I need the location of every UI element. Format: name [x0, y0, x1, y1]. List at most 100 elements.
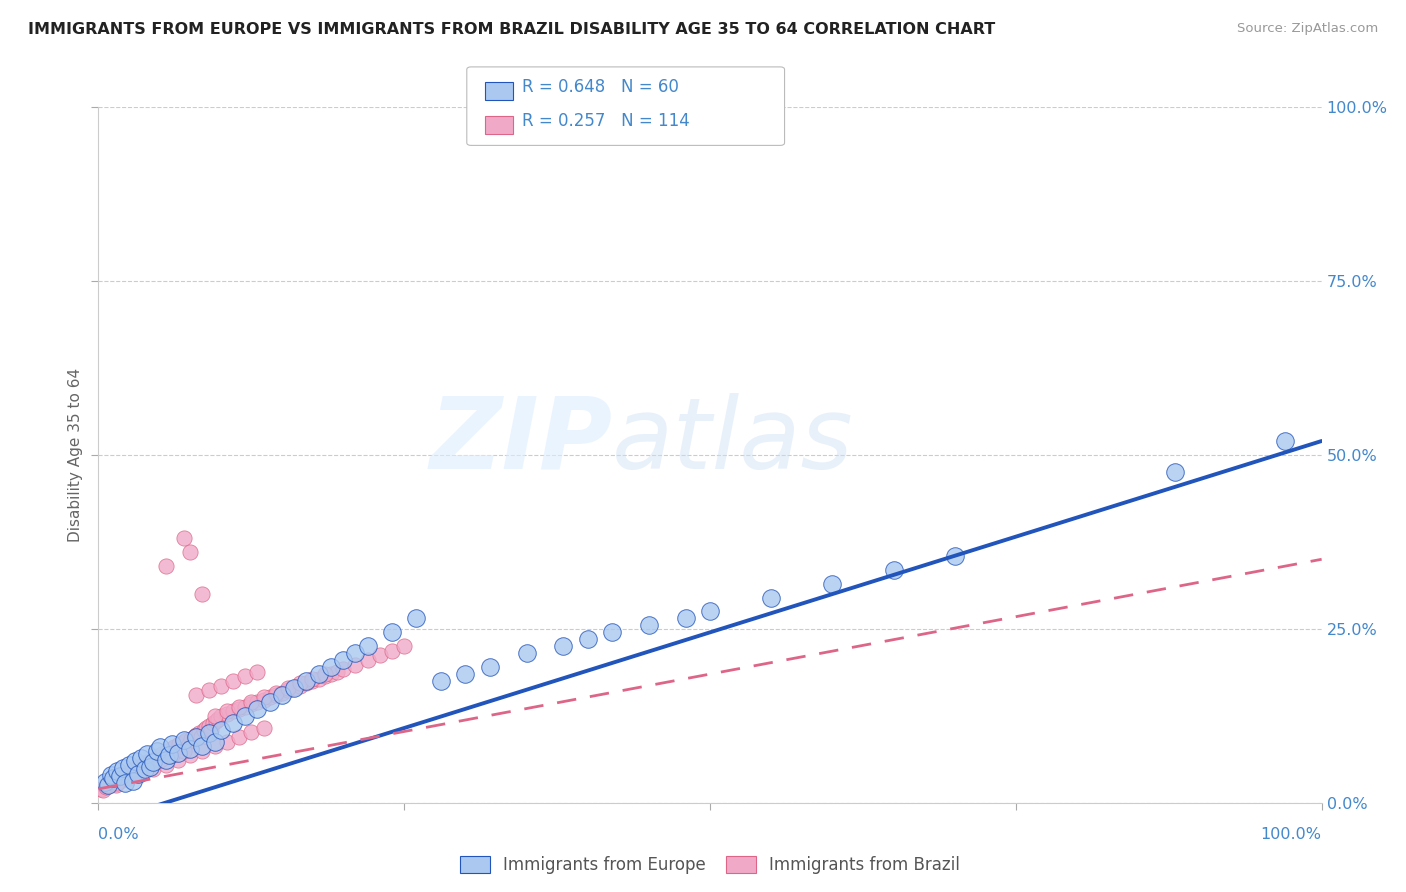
- Point: [240, 697, 263, 711]
- Point: [124, 763, 146, 777]
- Point: [101, 775, 124, 789]
- Point: [118, 772, 141, 786]
- Point: [142, 763, 165, 777]
- Point: [118, 757, 141, 772]
- Point: [191, 744, 214, 758]
- Point: [129, 750, 152, 764]
- Point: [134, 763, 156, 777]
- Point: [100, 776, 122, 790]
- Point: [155, 559, 177, 574]
- Point: [111, 768, 134, 782]
- Point: [207, 712, 229, 726]
- Point: [173, 532, 195, 546]
- Point: [120, 764, 142, 779]
- Point: [93, 775, 115, 789]
- Point: [142, 756, 165, 770]
- Point: [314, 669, 336, 683]
- Point: [209, 679, 232, 693]
- Point: [368, 648, 391, 663]
- Point: [204, 734, 226, 748]
- Point: [190, 730, 212, 744]
- Point: [301, 672, 323, 686]
- Point: [405, 611, 427, 625]
- Legend: Immigrants from Europe, Immigrants from Brazil: Immigrants from Europe, Immigrants from …: [460, 856, 960, 874]
- Point: [157, 746, 180, 760]
- Point: [121, 766, 143, 780]
- Point: [264, 686, 287, 700]
- Point: [121, 773, 143, 788]
- Point: [430, 674, 453, 689]
- Point: [94, 780, 117, 795]
- Point: [111, 769, 134, 783]
- Point: [170, 739, 193, 753]
- Point: [761, 591, 783, 605]
- Point: [344, 658, 367, 673]
- Point: [290, 679, 312, 693]
- Point: [129, 766, 152, 780]
- Y-axis label: Disability Age 35 to 64: Disability Age 35 to 64: [67, 368, 83, 542]
- Point: [197, 683, 219, 698]
- Point: [179, 545, 201, 559]
- Point: [110, 769, 132, 783]
- Point: [173, 744, 195, 758]
- Point: [176, 733, 198, 747]
- Point: [228, 699, 250, 714]
- Point: [177, 737, 200, 751]
- Point: [478, 660, 501, 674]
- Point: [105, 776, 128, 790]
- Point: [173, 733, 195, 747]
- Point: [114, 776, 136, 790]
- Point: [1164, 466, 1187, 480]
- Point: [166, 744, 188, 758]
- Point: [167, 753, 190, 767]
- Point: [246, 665, 269, 679]
- Point: [156, 744, 179, 758]
- Point: [1274, 434, 1296, 448]
- Point: [163, 740, 186, 755]
- Point: [252, 693, 274, 707]
- Point: [124, 754, 146, 768]
- Point: [301, 674, 323, 689]
- Point: [356, 639, 378, 653]
- Point: [215, 734, 238, 748]
- Point: [381, 644, 404, 658]
- Point: [105, 764, 128, 779]
- Point: [277, 681, 299, 695]
- Point: [222, 704, 245, 718]
- Point: [183, 730, 205, 744]
- Point: [149, 753, 172, 767]
- Point: [699, 605, 721, 619]
- Point: [204, 708, 226, 723]
- Point: [101, 772, 124, 786]
- Point: [131, 757, 153, 772]
- Point: [129, 764, 152, 779]
- Point: [295, 676, 318, 690]
- Point: [179, 741, 201, 756]
- Point: [270, 686, 294, 700]
- Point: [134, 759, 156, 773]
- Point: [228, 702, 250, 716]
- Point: [141, 757, 163, 772]
- Point: [209, 723, 232, 737]
- Point: [233, 699, 256, 714]
- Point: [290, 676, 312, 690]
- Point: [295, 674, 318, 689]
- Point: [240, 695, 263, 709]
- Point: [139, 754, 162, 768]
- Point: [104, 778, 127, 792]
- Text: IMMIGRANTS FROM EUROPE VS IMMIGRANTS FROM BRAZIL DISABILITY AGE 35 TO 64 CORRELA: IMMIGRANTS FROM EUROPE VS IMMIGRANTS FRO…: [28, 22, 995, 37]
- Point: [215, 704, 238, 718]
- Point: [160, 748, 183, 763]
- Point: [209, 708, 232, 723]
- Point: [127, 766, 149, 780]
- Point: [186, 730, 208, 744]
- Point: [319, 660, 342, 674]
- Point: [160, 741, 183, 756]
- Point: [215, 706, 238, 721]
- Point: [167, 746, 190, 760]
- Point: [117, 772, 139, 786]
- Point: [454, 667, 477, 681]
- Point: [222, 715, 245, 730]
- Point: [186, 688, 208, 702]
- Text: 100.0%: 100.0%: [1261, 827, 1322, 841]
